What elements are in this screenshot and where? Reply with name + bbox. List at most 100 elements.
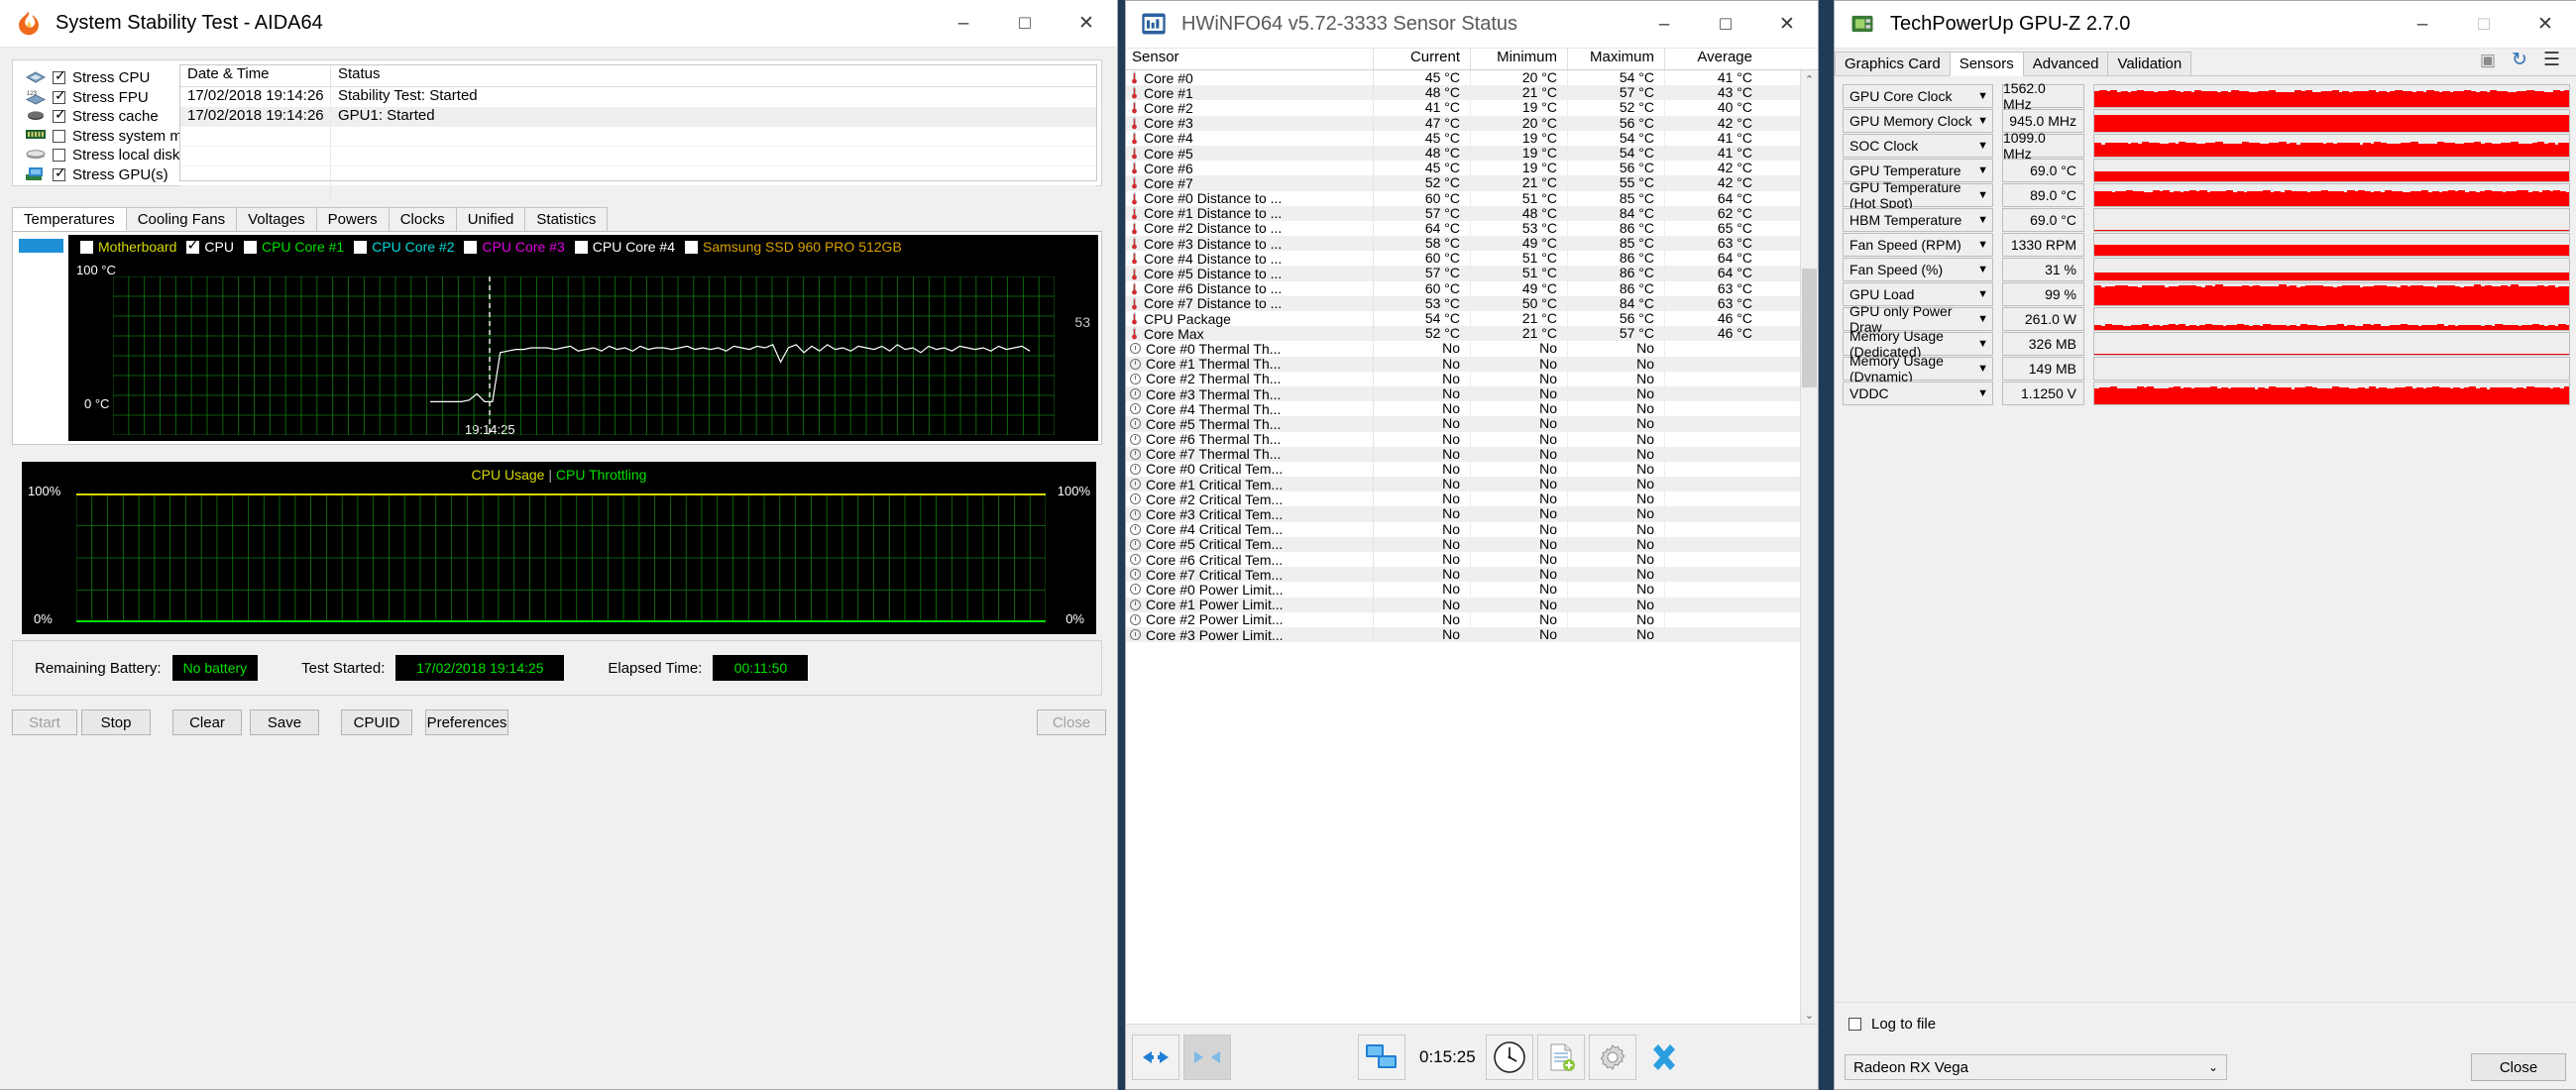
legend-item[interactable]: CPU Core #2 <box>354 239 454 255</box>
analog-clock-icon[interactable] <box>1485 1034 1533 1080</box>
table-row[interactable]: Core #7 52 °C 21 °C 55 °C 42 °C <box>1126 175 1800 191</box>
column-header-current[interactable]: Current <box>1374 49 1471 69</box>
gpu-sensor-selector[interactable]: GPU Load ▼ <box>1843 282 1993 306</box>
table-row[interactable]: Core #2 41 °C 19 °C 52 °C 40 °C <box>1126 100 1800 116</box>
chevron-down-icon[interactable]: ▼ <box>1977 338 1988 350</box>
column-header-average[interactable]: Average <box>1697 49 1752 65</box>
table-row[interactable]: Core #0 Power Limit... No No No <box>1126 582 1800 598</box>
legend-checkbox[interactable] <box>574 240 588 254</box>
table-row[interactable]: Core #2 Power Limit... No No No <box>1126 611 1800 627</box>
column-header-sensor[interactable]: Sensor <box>1126 49 1374 69</box>
table-row[interactable]: Core #0 Distance to ... 60 °C 51 °C 85 °C 64… <box>1126 190 1800 206</box>
column-header-minimum[interactable]: Minimum <box>1471 49 1568 69</box>
table-row[interactable]: Core #1 Power Limit... No No No <box>1126 597 1800 612</box>
preferences-button[interactable]: Preferences <box>425 709 508 735</box>
close-button[interactable]: ✕ <box>1078 13 1094 34</box>
table-row[interactable]: Core #4 Critical Tem... No No No <box>1126 521 1800 537</box>
tab-statistics[interactable]: Statistics <box>524 207 609 231</box>
gpuz-titlebar[interactable]: TechPowerUp GPU-Z 2.7.0 – □ ✕ <box>1835 1 2576 49</box>
table-row[interactable]: Core #3 Thermal Th... No No No <box>1126 385 1800 402</box>
table-row[interactable]: Core #3 Distance to ... 58 °C 49 °C 85 °C 63… <box>1126 235 1800 252</box>
table-row[interactable]: Core Max 52 °C 21 °C 57 °C 46 °C <box>1126 325 1800 342</box>
gpu-sensor-selector[interactable]: Fan Speed (%) ▼ <box>1843 258 1993 281</box>
gpu-sensor-selector[interactable]: SOC Clock ▼ <box>1843 134 1993 158</box>
table-row[interactable]: Core #5 Distance to ... 57 °C 51 °C 86 °C 64… <box>1126 266 1800 281</box>
table-row[interactable]: Core #2 Thermal Th... No No No <box>1126 371 1800 386</box>
table-row[interactable]: Core #6 45 °C 19 °C 56 °C 42 °C <box>1126 160 1800 176</box>
tab-temperatures[interactable]: Temperatures <box>12 207 127 231</box>
table-row[interactable]: Core #6 Critical Tem... No No No <box>1126 551 1800 568</box>
table-row[interactable]: Core #7 Distance to ... 53 °C 50 °C 84 °C 63… <box>1126 295 1800 311</box>
minimize-button[interactable]: – <box>1658 13 1670 35</box>
table-row[interactable]: Core #1 Thermal Th... No No No <box>1126 356 1800 372</box>
chevron-down-icon[interactable]: ▼ <box>1977 387 1988 399</box>
gpu-sensor-selector[interactable]: GPU only Power Draw ▼ <box>1843 303 1993 335</box>
tab-cooling-fans[interactable]: Cooling Fans <box>125 207 238 231</box>
close-button[interactable]: ✕ <box>2537 14 2553 35</box>
table-row[interactable]: Core #0 45 °C 20 °C 54 °C 41 °C <box>1126 70 1800 86</box>
tab-voltages[interactable]: Voltages <box>236 207 317 231</box>
menu-icon[interactable]: ☰ <box>2542 50 2560 70</box>
chevron-down-icon[interactable]: ▼ <box>1977 164 1988 176</box>
chevron-down-icon[interactable]: ▼ <box>1977 115 1988 127</box>
column-header-maximum[interactable]: Maximum <box>1568 49 1665 69</box>
log-row[interactable]: 17/02/2018 19:14:26 Stability Test: Start… <box>180 87 1096 107</box>
stress-option-1[interactable]: 123 Stress FPU <box>25 88 273 108</box>
chevron-down-icon[interactable]: ▼ <box>1977 239 1988 251</box>
clear-button[interactable]: Clear <box>172 709 242 735</box>
chevron-down-icon[interactable]: ▼ <box>1977 140 1988 152</box>
cpuid-button[interactable]: CPUID <box>341 709 412 735</box>
chevron-down-icon[interactable]: ▼ <box>1977 288 1988 300</box>
stress-option-checkbox[interactable] <box>53 68 66 85</box>
table-row[interactable]: Core #3 47 °C 20 °C 56 °C 42 °C <box>1126 115 1800 131</box>
save-button[interactable]: Save <box>250 709 319 735</box>
stress-option-checkbox[interactable] <box>53 88 66 104</box>
table-row[interactable]: Core #3 Power Limit... No No No <box>1126 626 1800 643</box>
legend-checkbox[interactable] <box>685 240 699 254</box>
refresh-icon[interactable]: ↻ <box>2512 50 2527 70</box>
legend-checkbox[interactable] <box>186 236 200 254</box>
new-report-icon[interactable] <box>1536 1034 1585 1080</box>
table-row[interactable]: Core #7 Thermal Th... No No No <box>1126 446 1800 462</box>
table-row[interactable]: Core #3 Critical Tem... No No No <box>1126 506 1800 522</box>
scroll-down-icon[interactable]: ⌄ <box>1804 1009 1815 1022</box>
expand-columns-icon[interactable] <box>1132 1034 1179 1080</box>
device-select[interactable]: Radeon RX Vega ⌄ <box>1845 1054 2227 1080</box>
table-row[interactable]: Core #6 Thermal Th... No No No <box>1126 431 1800 447</box>
chevron-down-icon[interactable]: ▼ <box>1977 189 1988 201</box>
blue-x-icon[interactable] <box>1640 1035 1688 1080</box>
table-row[interactable]: Core #5 48 °C 19 °C 54 °C 41 °C <box>1126 145 1800 162</box>
table-row[interactable]: Core #4 Distance to ... 60 °C 51 °C 86 °C 64… <box>1126 251 1800 267</box>
chevron-down-icon[interactable]: ▼ <box>1977 90 1988 102</box>
table-row[interactable]: Core #1 Distance to ... 57 °C 48 °C 84 °C 62… <box>1126 205 1800 221</box>
stress-option-0[interactable]: Stress CPU <box>25 68 273 88</box>
gpu-sensor-selector[interactable]: VDDC ▼ <box>1843 382 1993 405</box>
tab-validation[interactable]: Validation <box>2107 52 2192 75</box>
legend-item[interactable]: Samsung SSD 960 PRO 512GB <box>685 239 902 255</box>
gpu-sensor-selector[interactable]: GPU Temperature (Hot Spot) ▼ <box>1843 179 1993 211</box>
stress-option-2[interactable]: Stress cache <box>25 107 273 127</box>
scroll-up-icon[interactable]: ⌃ <box>1804 73 1815 86</box>
stress-option-4[interactable]: Stress local disks <box>25 146 273 165</box>
table-row[interactable]: Core #5 Critical Tem... No No No <box>1126 536 1800 552</box>
tab-graphics-card[interactable]: Graphics Card <box>1835 52 1951 75</box>
stop-button[interactable]: Stop <box>81 709 151 735</box>
stress-option-5[interactable]: Stress GPU(s) <box>25 165 273 185</box>
stress-option-checkbox[interactable] <box>53 165 66 181</box>
log-row[interactable]: 17/02/2018 19:14:26 GPU1: Started <box>180 107 1096 127</box>
table-row[interactable]: Core #4 Thermal Th... No No No <box>1126 400 1800 417</box>
sensor-table-scrollbar[interactable]: ⌃ ⌄ <box>1800 70 1818 1024</box>
table-row[interactable]: Core #0 Thermal Th... No No No <box>1126 341 1800 357</box>
tab-clocks[interactable]: Clocks <box>388 207 457 231</box>
gpu-sensor-selector[interactable]: GPU Core Clock ▼ <box>1843 84 1993 108</box>
dual-monitor-icon[interactable] <box>1358 1034 1405 1080</box>
gpu-sensor-selector[interactable]: GPU Memory Clock ▼ <box>1843 109 1993 133</box>
stress-option-checkbox[interactable] <box>53 149 65 163</box>
table-row[interactable]: Core #1 Critical Tem... No No No <box>1126 476 1800 492</box>
table-row[interactable]: CPU Package 54 °C 21 °C 56 °C 46 °C <box>1126 310 1800 327</box>
legend-item[interactable]: CPU Core #3 <box>464 239 565 255</box>
legend-item[interactable]: Motherboard <box>80 239 176 255</box>
legend-item[interactable]: CPU Core #1 <box>243 239 344 255</box>
table-row[interactable]: Core #6 Distance to ... 60 °C 49 °C 86 °C 63… <box>1126 280 1800 296</box>
table-row[interactable]: Core #2 Distance to ... 64 °C 53 °C 86 °C 65… <box>1126 220 1800 236</box>
